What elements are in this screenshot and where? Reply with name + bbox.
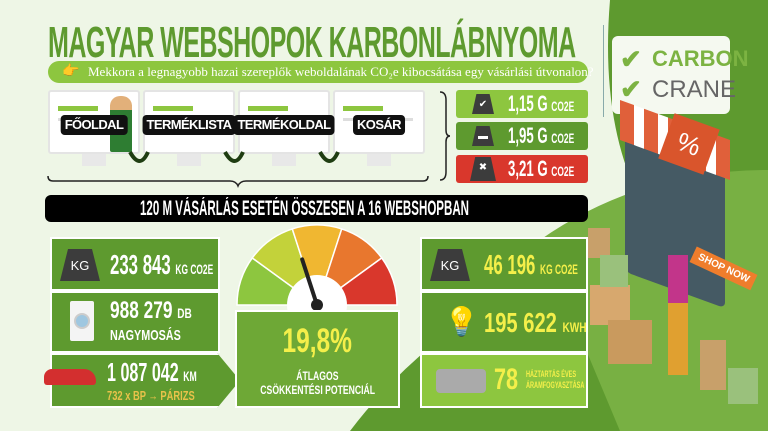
monitor-stand xyxy=(82,154,106,166)
bottom-brace xyxy=(47,175,429,189)
shopper-figure xyxy=(668,255,688,375)
center-label1: ÁTLAGOS xyxy=(296,369,339,383)
badge-medium: ▬ 1,95 G CO2E xyxy=(456,122,588,150)
subtitle-text: Mekkora a legnagyobb hazai szereplők web… xyxy=(88,64,594,79)
step-label-termekoldal: TERMÉKOLDAL xyxy=(233,115,335,135)
badge-light: ✔ 1,15 G CO2E xyxy=(456,90,588,118)
light-bulb-icon: 💡 xyxy=(444,306,479,337)
badge-heavy: ✖ 3,21 G CO2E xyxy=(456,155,588,183)
center-panel: 19,8% ÁTLAGOS CSÖKKENTÉSI POTENCIÁL xyxy=(235,310,400,408)
monitor-stand xyxy=(367,154,391,166)
monitor-stand xyxy=(272,154,296,166)
right-energy-panel: 💡 195 622 KWH xyxy=(420,291,588,353)
check-icon: ✔ ✔ xyxy=(620,44,642,104)
logo-line2: CRANE xyxy=(652,76,737,103)
kg-weight-icon: KG xyxy=(430,249,470,281)
right-brace xyxy=(439,91,451,181)
shopping-bag-icon xyxy=(728,368,758,404)
car-icon xyxy=(44,369,96,385)
shopping-bag-icon xyxy=(700,340,726,390)
step-label-kosar: KOSÁR xyxy=(353,115,405,135)
step-label-fooldal: FŐOLDAL xyxy=(60,115,128,135)
reduction-percent: 19,8% xyxy=(282,322,353,360)
box-icon xyxy=(608,320,652,364)
flow-arrows xyxy=(47,91,451,189)
arrow-icon xyxy=(318,150,340,163)
logo-line1: CARBON xyxy=(652,46,749,71)
left-wash-panel: 988 279 DB NAGYMOSÁS xyxy=(50,291,220,353)
subtitle-bar: 👉 Mekkora a legnagyobb hazai szereplők w… xyxy=(48,61,594,83)
box-icon xyxy=(590,285,630,325)
right-co2-panel: KG 46 196 KG CO2E xyxy=(420,237,588,291)
shopping-bag-icon xyxy=(588,228,610,258)
right-households-panel: 78 HÁZTARTÁS ÉVES ÁRAMFOGYASZTÁSA xyxy=(420,353,588,408)
gauge xyxy=(236,224,398,315)
weight-minus-icon: ▬ xyxy=(472,126,494,146)
divider xyxy=(603,25,604,117)
step-label-termeklista: TERMÉKLISTA xyxy=(142,115,236,135)
page-title: MAGYAR WEBSHOPOK KARBONLÁBNYOMA xyxy=(48,18,576,67)
washing-machine-icon xyxy=(70,301,94,341)
arrow-icon xyxy=(223,150,245,163)
monitor-stand xyxy=(177,154,201,166)
family-icon xyxy=(436,369,486,393)
arrow-icon xyxy=(128,150,150,163)
shopping-bag-icon xyxy=(600,255,628,287)
pointing-hand-icon: 👉 xyxy=(62,64,80,79)
kg-weight-icon: KG xyxy=(60,249,100,281)
summary-bar: 120 M VÁSÁRLÁS ESETÉN ÖSSZESEN A 16 WEBS… xyxy=(45,195,588,222)
gauge-needle xyxy=(300,257,319,307)
carbon-crane-logo: ✔ ✔ CARBON CRANE xyxy=(612,36,749,114)
weight-check-icon: ✔ xyxy=(472,94,494,114)
weight-x-icon: ✖ xyxy=(470,157,496,181)
left-co2-panel: KG 233 843 KG CO2E xyxy=(50,237,220,291)
gauge-hub xyxy=(287,275,347,315)
center-label2: CSÖKKENTÉSI POTENCIÁL xyxy=(260,383,375,397)
